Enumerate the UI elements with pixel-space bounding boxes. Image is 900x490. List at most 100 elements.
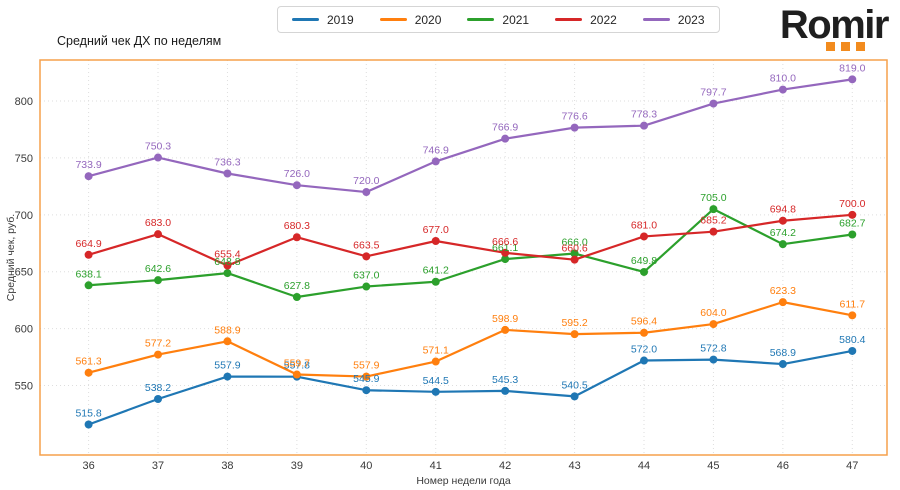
data-label-2019-w44: 572.0 <box>631 344 657 356</box>
data-point-2023-w43 <box>570 123 579 132</box>
data-point-2022-w40 <box>362 252 371 261</box>
x-tick-label: 38 <box>221 460 233 472</box>
data-point-2020-w38 <box>223 337 232 346</box>
data-label-2023-w40: 720.0 <box>353 175 379 187</box>
data-label-2020-w41: 571.1 <box>423 345 449 357</box>
data-label-2023-w37: 750.3 <box>145 141 171 153</box>
data-label-2021-w47: 682.7 <box>839 218 865 230</box>
data-label-2020-w37: 577.2 <box>145 338 171 350</box>
data-label-2021-w44: 649.8 <box>631 255 657 267</box>
series-line-2023 <box>87 78 854 194</box>
data-label-2022-w45: 685.2 <box>700 215 726 227</box>
data-label-2020-w45: 604.0 <box>700 307 726 319</box>
data-point-2021-w44 <box>640 267 649 276</box>
data-point-2021-w41 <box>431 277 440 286</box>
x-tick-label: 41 <box>430 460 442 472</box>
data-label-2022-w47: 700.0 <box>839 198 865 210</box>
data-label-2019-w38: 557.9 <box>214 360 240 372</box>
data-point-2020-w40 <box>362 372 371 381</box>
data-point-2023-w37 <box>154 153 163 162</box>
data-point-2019-w44 <box>640 356 649 365</box>
y-tick-label: 750 <box>15 153 33 165</box>
legend-item-2022: 2022 <box>555 13 617 27</box>
legend-label: 2023 <box>677 12 705 27</box>
data-label-2021-w42: 661.1 <box>492 242 518 254</box>
x-tick-label: 40 <box>360 460 372 472</box>
data-point-2023-w38 <box>223 169 232 178</box>
data-point-2020-w37 <box>154 350 163 359</box>
data-label-2021-w45: 705.0 <box>700 192 726 204</box>
data-point-2019-w42 <box>501 386 510 395</box>
data-point-2023-w40 <box>362 188 371 197</box>
data-label-2022-w46: 694.8 <box>770 204 796 216</box>
data-point-2020-w39 <box>292 370 301 379</box>
data-point-2022-w46 <box>778 216 787 225</box>
data-label-2022-w43: 660.6 <box>561 243 587 255</box>
data-point-2022-w45 <box>709 227 718 236</box>
legend-item-2019: 2019 <box>292 13 354 27</box>
data-point-2022-w38 <box>223 261 232 270</box>
data-point-2019-w47 <box>848 346 857 355</box>
data-point-2022-w36 <box>84 250 93 259</box>
x-tick-label: 37 <box>152 460 164 472</box>
data-point-2022-w44 <box>640 232 649 241</box>
data-point-2021-w40 <box>362 282 371 291</box>
data-label-2022-w36: 664.9 <box>75 238 101 250</box>
logo-dot <box>841 42 851 51</box>
legend-line-sample <box>467 18 495 21</box>
x-tick-label: 39 <box>291 460 303 472</box>
series-line-2020 <box>87 301 854 378</box>
data-label-2023-w47: 819.0 <box>839 62 865 74</box>
data-label-2022-w40: 663.5 <box>353 239 379 251</box>
data-point-2020-w44 <box>640 328 649 337</box>
data-point-2022-w42 <box>501 248 510 257</box>
data-point-2019-w37 <box>154 394 163 403</box>
data-label-2021-w41: 641.2 <box>423 265 449 277</box>
data-label-2021-w43: 666.0 <box>561 237 587 249</box>
data-label-2023-w38: 736.3 <box>214 156 240 168</box>
data-label-2023-w46: 810.0 <box>770 73 796 85</box>
data-point-2020-w45 <box>709 320 718 329</box>
data-point-2023-w39 <box>292 181 301 190</box>
data-label-2022-w42: 666.6 <box>492 236 518 248</box>
data-label-2019-w36: 515.8 <box>75 407 101 419</box>
x-tick-label: 43 <box>568 460 580 472</box>
data-point-2023-w44 <box>640 121 649 130</box>
data-label-2019-w43: 540.5 <box>561 379 587 391</box>
data-label-2022-w41: 677.0 <box>423 224 449 236</box>
legend-label: 2019 <box>327 12 354 27</box>
data-label-2019-w41: 544.5 <box>423 375 449 387</box>
data-point-2021-w46 <box>778 240 787 249</box>
x-tick-label: 42 <box>499 460 511 472</box>
logo-dot <box>856 42 866 51</box>
data-point-2021-w38 <box>223 269 232 278</box>
logo-dot <box>826 42 836 51</box>
y-tick-label: 650 <box>15 267 33 279</box>
data-label-2020-w44: 596.4 <box>631 316 657 328</box>
legend-line-sample <box>642 18 670 21</box>
data-label-2021-w37: 642.6 <box>145 263 171 275</box>
data-label-2020-w39: 559.7 <box>284 358 310 370</box>
data-label-2019-w39: 557.8 <box>284 360 310 372</box>
y-tick-label: 600 <box>15 324 33 336</box>
legend-line-sample <box>555 18 583 21</box>
data-label-2019-w37: 538.2 <box>145 382 171 394</box>
data-label-2022-w39: 680.3 <box>284 220 310 232</box>
legend-label: 2022 <box>590 12 617 27</box>
data-point-2019-w41 <box>431 387 440 396</box>
data-point-2019-w46 <box>778 360 787 369</box>
legend-label: 2020 <box>414 12 442 27</box>
data-point-2023-w41 <box>431 157 440 166</box>
legend-item-2020: 2020 <box>379 12 442 27</box>
data-point-2023-w46 <box>778 85 787 94</box>
legend-label: 2021 <box>502 12 530 27</box>
data-label-2019-w45: 572.8 <box>700 343 726 355</box>
data-point-2019-w40 <box>362 386 371 395</box>
data-point-2021-w39 <box>292 293 301 301</box>
data-label-2022-w44: 681.0 <box>631 219 657 231</box>
data-label-2019-w42: 545.3 <box>492 374 518 386</box>
legend-item-2021: 2021 <box>467 13 529 27</box>
data-label-2019-w46: 568.9 <box>770 347 796 359</box>
data-point-2019-w43 <box>570 392 579 401</box>
data-label-2021-w39: 627.8 <box>284 280 310 292</box>
